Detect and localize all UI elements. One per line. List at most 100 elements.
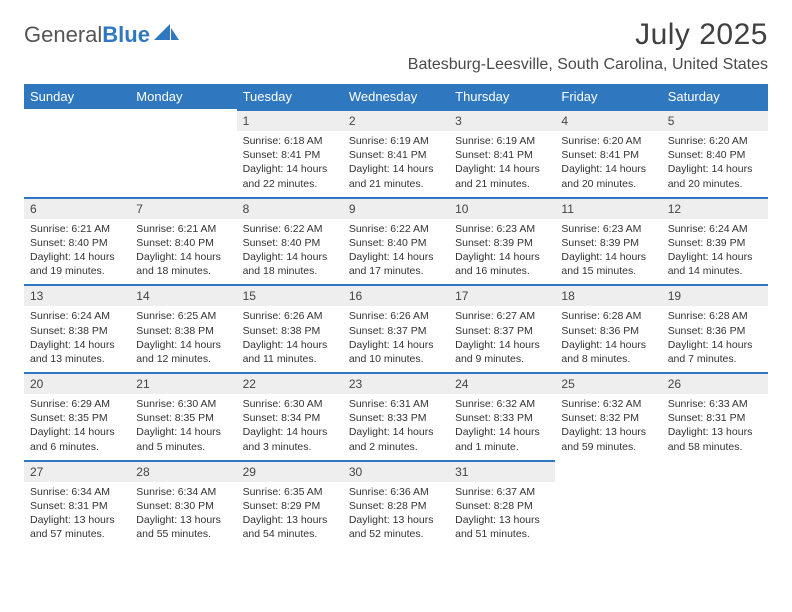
- day-number: 20: [24, 372, 130, 394]
- weekday-header-row: Sunday Monday Tuesday Wednesday Thursday…: [24, 84, 768, 109]
- day-number: 10: [449, 197, 555, 219]
- sunset-text: Sunset: 8:37 PM: [349, 324, 443, 338]
- sunset-text: Sunset: 8:40 PM: [30, 236, 124, 250]
- calendar-week-row: 27Sunrise: 6:34 AMSunset: 8:31 PMDayligh…: [24, 460, 768, 548]
- day-number: 6: [24, 197, 130, 219]
- sunrise-text: Sunrise: 6:34 AM: [30, 485, 124, 499]
- title-block: July 2025 Batesburg-Leesville, South Car…: [408, 18, 768, 74]
- day-number: 25: [555, 372, 661, 394]
- calendar-day-cell: 12Sunrise: 6:24 AMSunset: 8:39 PMDayligh…: [662, 197, 768, 285]
- calendar-day-cell: [662, 460, 768, 548]
- day-number: 16: [343, 284, 449, 306]
- sunrise-text: Sunrise: 6:28 AM: [668, 309, 762, 323]
- daylight-text: Daylight: 14 hours and 14 minutes.: [668, 250, 762, 278]
- day-number: 2: [343, 109, 449, 131]
- calendar-day-cell: 10Sunrise: 6:23 AMSunset: 8:39 PMDayligh…: [449, 197, 555, 285]
- day-details: Sunrise: 6:21 AMSunset: 8:40 PMDaylight:…: [130, 219, 236, 285]
- day-number: 8: [237, 197, 343, 219]
- weekday-header: Tuesday: [237, 84, 343, 109]
- day-number: 14: [130, 284, 236, 306]
- day-details: Sunrise: 6:19 AMSunset: 8:41 PMDaylight:…: [343, 131, 449, 197]
- day-details: Sunrise: 6:22 AMSunset: 8:40 PMDaylight:…: [237, 219, 343, 285]
- calendar-day-cell: 25Sunrise: 6:32 AMSunset: 8:32 PMDayligh…: [555, 372, 661, 460]
- sunrise-text: Sunrise: 6:24 AM: [30, 309, 124, 323]
- daylight-text: Daylight: 14 hours and 20 minutes.: [561, 162, 655, 190]
- day-number: 28: [130, 460, 236, 482]
- calendar-day-cell: 5Sunrise: 6:20 AMSunset: 8:40 PMDaylight…: [662, 109, 768, 197]
- sunset-text: Sunset: 8:30 PM: [136, 499, 230, 513]
- calendar-day-cell: 28Sunrise: 6:34 AMSunset: 8:30 PMDayligh…: [130, 460, 236, 548]
- daylight-text: Daylight: 14 hours and 19 minutes.: [30, 250, 124, 278]
- day-details: Sunrise: 6:30 AMSunset: 8:35 PMDaylight:…: [130, 394, 236, 460]
- day-number: 23: [343, 372, 449, 394]
- day-number: 11: [555, 197, 661, 219]
- calendar-day-cell: 13Sunrise: 6:24 AMSunset: 8:38 PMDayligh…: [24, 284, 130, 372]
- day-number: 5: [662, 109, 768, 131]
- day-details: Sunrise: 6:24 AMSunset: 8:38 PMDaylight:…: [24, 306, 130, 372]
- sunset-text: Sunset: 8:41 PM: [561, 148, 655, 162]
- calendar-day-cell: 31Sunrise: 6:37 AMSunset: 8:28 PMDayligh…: [449, 460, 555, 548]
- header: General Blue July 2025 Batesburg-Leesvil…: [24, 18, 768, 74]
- day-number: 27: [24, 460, 130, 482]
- day-details: Sunrise: 6:32 AMSunset: 8:32 PMDaylight:…: [555, 394, 661, 460]
- calendar-day-cell: 11Sunrise: 6:23 AMSunset: 8:39 PMDayligh…: [555, 197, 661, 285]
- weekday-header: Saturday: [662, 84, 768, 109]
- calendar-day-cell: 23Sunrise: 6:31 AMSunset: 8:33 PMDayligh…: [343, 372, 449, 460]
- day-details: Sunrise: 6:23 AMSunset: 8:39 PMDaylight:…: [449, 219, 555, 285]
- sunset-text: Sunset: 8:35 PM: [30, 411, 124, 425]
- weekday-header: Thursday: [449, 84, 555, 109]
- daylight-text: Daylight: 14 hours and 5 minutes.: [136, 425, 230, 453]
- daylight-text: Daylight: 14 hours and 18 minutes.: [243, 250, 337, 278]
- day-number: 18: [555, 284, 661, 306]
- logo: General Blue: [24, 22, 180, 48]
- sunset-text: Sunset: 8:33 PM: [349, 411, 443, 425]
- sunset-text: Sunset: 8:38 PM: [30, 324, 124, 338]
- sunrise-text: Sunrise: 6:22 AM: [243, 222, 337, 236]
- daylight-text: Daylight: 13 hours and 57 minutes.: [30, 513, 124, 541]
- weekday-header: Wednesday: [343, 84, 449, 109]
- calendar-day-cell: 6 Sunrise: 6:21 AMSunset: 8:40 PMDaylight…: [24, 197, 130, 285]
- calendar-day-cell: 8Sunrise: 6:22 AMSunset: 8:40 PMDaylight…: [237, 197, 343, 285]
- sunrise-text: Sunrise: 6:23 AM: [455, 222, 549, 236]
- day-number: 13: [24, 284, 130, 306]
- sunset-text: Sunset: 8:31 PM: [30, 499, 124, 513]
- sunrise-text: Sunrise: 6:30 AM: [136, 397, 230, 411]
- calendar-day-cell: 22Sunrise: 6:30 AMSunset: 8:34 PMDayligh…: [237, 372, 343, 460]
- day-number: 26: [662, 372, 768, 394]
- day-details: Sunrise: 6:29 AMSunset: 8:35 PMDaylight:…: [24, 394, 130, 460]
- daylight-text: Daylight: 14 hours and 15 minutes.: [561, 250, 655, 278]
- daylight-text: Daylight: 14 hours and 22 minutes.: [243, 162, 337, 190]
- day-details: Sunrise: 6:23 AMSunset: 8:39 PMDaylight:…: [555, 219, 661, 285]
- calendar-day-cell: 18Sunrise: 6:28 AMSunset: 8:36 PMDayligh…: [555, 284, 661, 372]
- daylight-text: Daylight: 14 hours and 1 minute.: [455, 425, 549, 453]
- daylight-text: Daylight: 14 hours and 13 minutes.: [30, 338, 124, 366]
- daylight-text: Daylight: 14 hours and 10 minutes.: [349, 338, 443, 366]
- sunrise-text: Sunrise: 6:20 AM: [668, 134, 762, 148]
- sunset-text: Sunset: 8:36 PM: [561, 324, 655, 338]
- sunrise-text: Sunrise: 6:30 AM: [243, 397, 337, 411]
- daylight-text: Daylight: 13 hours and 51 minutes.: [455, 513, 549, 541]
- calendar-day-cell: 29Sunrise: 6:35 AMSunset: 8:29 PMDayligh…: [237, 460, 343, 548]
- sunrise-text: Sunrise: 6:36 AM: [349, 485, 443, 499]
- calendar-week-row: 20Sunrise: 6:29 AMSunset: 8:35 PMDayligh…: [24, 372, 768, 460]
- sunset-text: Sunset: 8:40 PM: [136, 236, 230, 250]
- sunset-text: Sunset: 8:36 PM: [668, 324, 762, 338]
- sunset-text: Sunset: 8:41 PM: [349, 148, 443, 162]
- calendar-table: Sunday Monday Tuesday Wednesday Thursday…: [24, 84, 768, 547]
- calendar-day-cell: 20Sunrise: 6:29 AMSunset: 8:35 PMDayligh…: [24, 372, 130, 460]
- sunset-text: Sunset: 8:32 PM: [561, 411, 655, 425]
- sunset-text: Sunset: 8:38 PM: [136, 324, 230, 338]
- sunrise-text: Sunrise: 6:21 AM: [30, 222, 124, 236]
- sunrise-text: Sunrise: 6:32 AM: [455, 397, 549, 411]
- daylight-text: Daylight: 13 hours and 54 minutes.: [243, 513, 337, 541]
- sunrise-text: Sunrise: 6:19 AM: [455, 134, 549, 148]
- daylight-text: Daylight: 14 hours and 6 minutes.: [30, 425, 124, 453]
- daylight-text: Daylight: 13 hours and 55 minutes.: [136, 513, 230, 541]
- sunrise-text: Sunrise: 6:24 AM: [668, 222, 762, 236]
- calendar-day-cell: 26Sunrise: 6:33 AMSunset: 8:31 PMDayligh…: [662, 372, 768, 460]
- day-number: 9: [343, 197, 449, 219]
- day-details: Sunrise: 6:28 AMSunset: 8:36 PMDaylight:…: [555, 306, 661, 372]
- daylight-text: Daylight: 14 hours and 18 minutes.: [136, 250, 230, 278]
- day-number: 12: [662, 197, 768, 219]
- calendar-day-cell: 21Sunrise: 6:30 AMSunset: 8:35 PMDayligh…: [130, 372, 236, 460]
